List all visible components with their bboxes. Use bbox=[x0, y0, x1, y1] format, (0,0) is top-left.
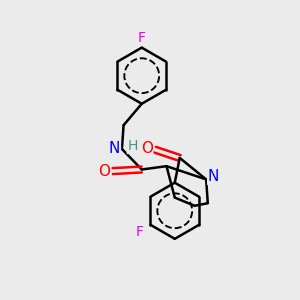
Text: N: N bbox=[109, 141, 120, 156]
Text: O: O bbox=[98, 164, 110, 178]
Text: H: H bbox=[127, 140, 138, 153]
Text: F: F bbox=[138, 32, 146, 45]
Text: F: F bbox=[136, 225, 144, 239]
Text: N: N bbox=[208, 169, 219, 184]
Text: O: O bbox=[141, 140, 153, 155]
